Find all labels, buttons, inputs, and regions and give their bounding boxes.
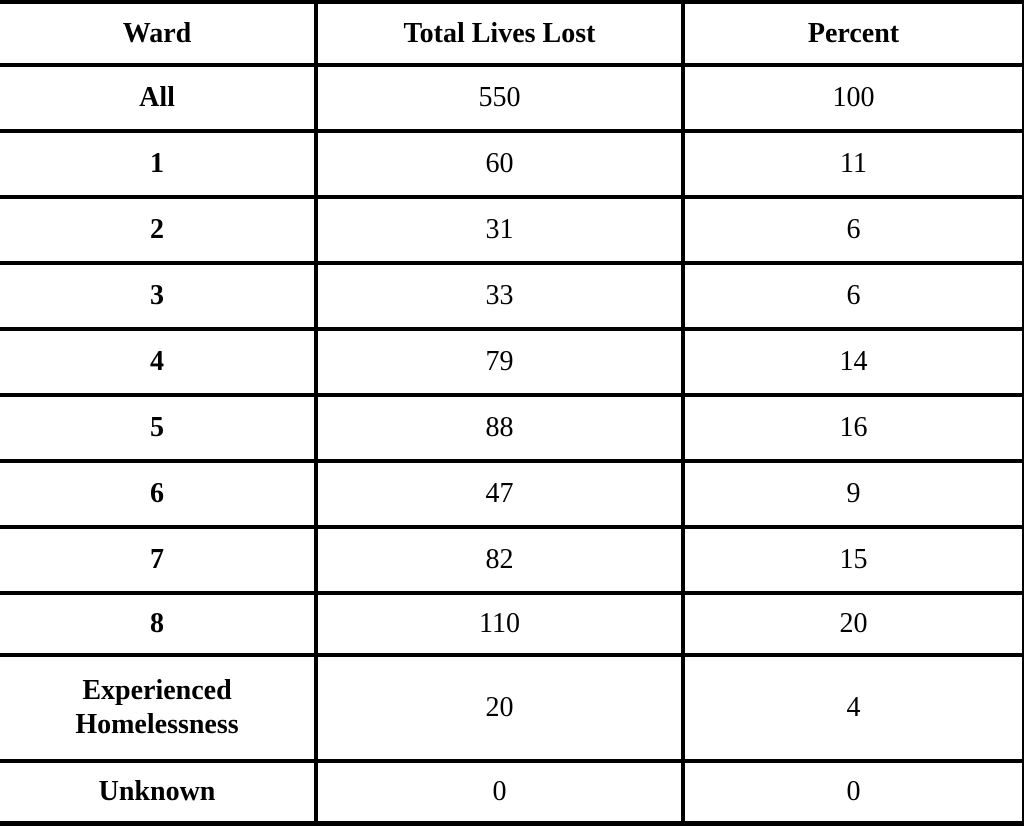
percent-cell: 4: [681, 653, 1024, 763]
ward-cell: Experienced Homelessness: [0, 653, 318, 763]
column-header-ward: Ward: [0, 0, 318, 67]
total-lives-lost-cell: 550: [314, 63, 685, 133]
ward-cell: Unknown: [0, 759, 318, 826]
percent-cell: 6: [681, 195, 1024, 265]
total-lives-lost-cell: 47: [314, 459, 685, 529]
ward-cell: 5: [0, 393, 318, 463]
total-lives-lost-cell: 88: [314, 393, 685, 463]
table-row: Unknown 0 0: [0, 759, 1024, 826]
table-row: 3 33 6: [0, 261, 1024, 331]
total-lives-lost-cell: 60: [314, 129, 685, 199]
table-row: 1 60 11: [0, 129, 1024, 199]
total-lives-lost-cell: 82: [314, 525, 685, 595]
ward-cell: 3: [0, 261, 318, 331]
percent-cell: 0: [681, 759, 1024, 826]
percent-cell: 14: [681, 327, 1024, 397]
percent-cell: 20: [681, 591, 1024, 657]
total-lives-lost-cell: 20: [314, 653, 685, 763]
table-row: 4 79 14: [0, 327, 1024, 397]
table-row: All 550 100: [0, 63, 1024, 133]
ward-cell: 7: [0, 525, 318, 595]
table-row: 6 47 9: [0, 459, 1024, 529]
table-body: All 550 100 1 60 11 2 31 6 3 33 6 4 79: [0, 63, 1024, 826]
table-row: 2 31 6: [0, 195, 1024, 265]
table-row: 8 110 20: [0, 591, 1024, 657]
ward-cell: 1: [0, 129, 318, 199]
ward-cell: 8: [0, 591, 318, 657]
table-row: 5 88 16: [0, 393, 1024, 463]
total-lives-lost-cell: 33: [314, 261, 685, 331]
ward-cell: All: [0, 63, 318, 133]
table-row: Experienced Homelessness 20 4: [0, 653, 1024, 763]
total-lives-lost-cell: 79: [314, 327, 685, 397]
column-header-total-lives-lost: Total Lives Lost: [314, 0, 685, 67]
ward-cell: 2: [0, 195, 318, 265]
header-row: Ward Total Lives Lost Percent: [0, 0, 1024, 67]
column-header-percent: Percent: [681, 0, 1024, 67]
table-row: 7 82 15: [0, 525, 1024, 595]
total-lives-lost-cell: 110: [314, 591, 685, 657]
total-lives-lost-cell: 0: [314, 759, 685, 826]
ward-cell: 6: [0, 459, 318, 529]
ward-cell: 4: [0, 327, 318, 397]
table-header: Ward Total Lives Lost Percent: [0, 0, 1024, 67]
percent-cell: 6: [681, 261, 1024, 331]
total-lives-lost-cell: 31: [314, 195, 685, 265]
percent-cell: 15: [681, 525, 1024, 595]
percent-cell: 9: [681, 459, 1024, 529]
percent-cell: 100: [681, 63, 1024, 133]
percent-cell: 16: [681, 393, 1024, 463]
percent-cell: 11: [681, 129, 1024, 199]
